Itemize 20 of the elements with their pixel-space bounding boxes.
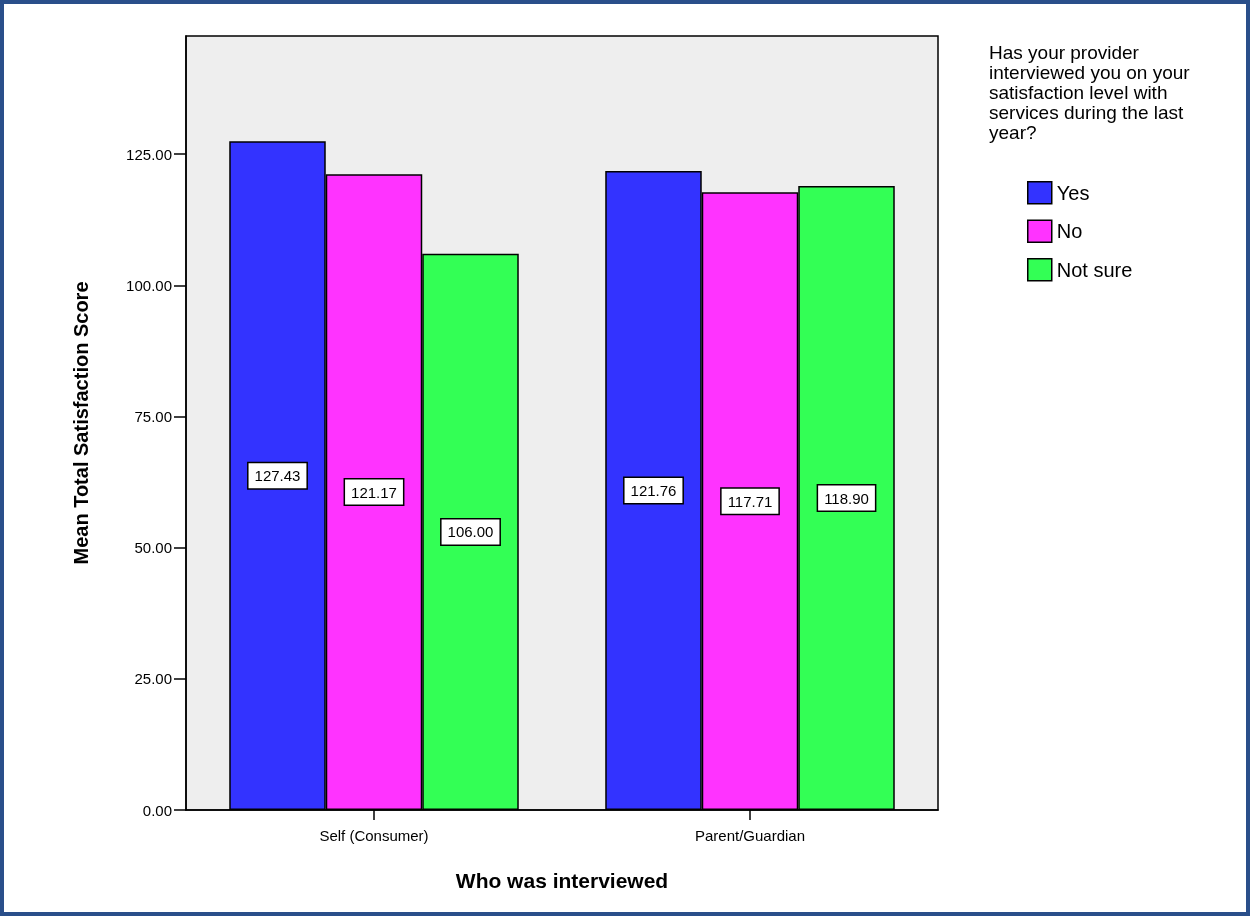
y-axis-title: Mean Total Satisfaction Score xyxy=(70,281,92,565)
x-axis-title: Who was interviewed xyxy=(455,869,669,892)
data-label: 117.71 xyxy=(727,492,773,510)
legend-label: Yes xyxy=(1056,181,1090,204)
legend-label: No xyxy=(1056,220,1083,243)
legend-title: Has your provider interviewed you on your satisfaction level with services during the last year? xyxy=(989,41,1195,143)
legend-label: Not sure xyxy=(1056,258,1133,281)
y-tick-label: 100.00 xyxy=(126,276,172,294)
x-tick-label: Self (Consumer) xyxy=(319,827,429,844)
data-label: 127.43 xyxy=(254,467,301,485)
data-label: 121.76 xyxy=(630,482,677,500)
y-tick-label: 0.00 xyxy=(142,801,172,819)
y-tick-label: 75.00 xyxy=(134,407,172,425)
data-label: 118.90 xyxy=(824,489,869,507)
y-tick-label: 25.00 xyxy=(134,670,172,688)
data-label: 121.17 xyxy=(351,483,397,501)
y-tick-label: 125.00 xyxy=(126,145,172,163)
x-tick-label: Parent/Guardian xyxy=(694,827,806,844)
data-label: 106.00 xyxy=(447,523,494,541)
y-tick-label: 50.00 xyxy=(134,539,172,557)
